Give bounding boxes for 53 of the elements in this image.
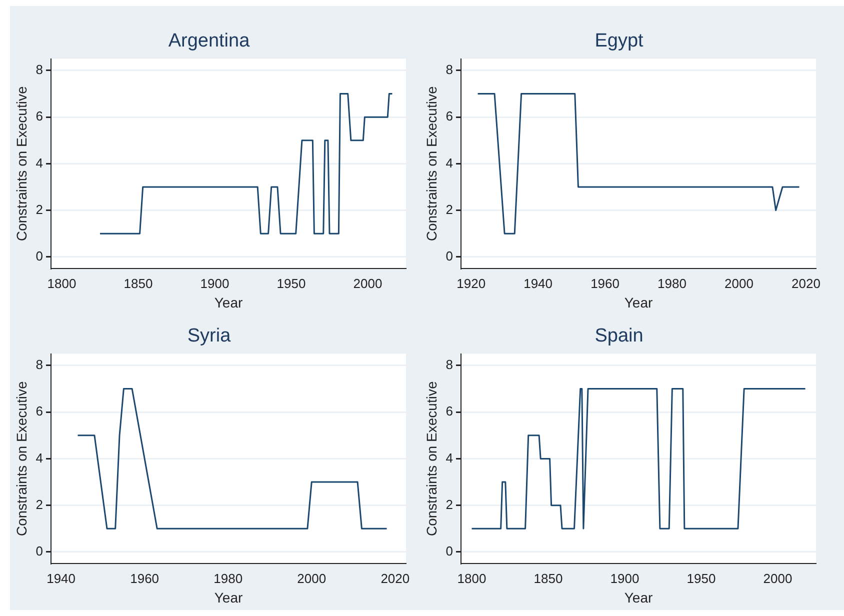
x-tick-label: 2020 xyxy=(791,276,820,291)
y-tick-label: 2 xyxy=(36,202,44,217)
y-axis-title: Constraints on Executive xyxy=(423,86,440,242)
x-tick-label: 1850 xyxy=(534,570,563,586)
chart-title: Spain xyxy=(594,326,644,347)
x-tick-label: 2000 xyxy=(297,570,326,586)
y-axis-title: Constraints on Executive xyxy=(13,381,30,536)
x-tick-label: 1960 xyxy=(130,570,160,586)
y-tick-label: 4 xyxy=(446,155,454,170)
x-tick-label: 1950 xyxy=(276,276,306,291)
x-axis-title: Year xyxy=(214,589,243,606)
x-tick-label: 1900 xyxy=(200,276,230,291)
y-tick-label: 8 xyxy=(36,62,44,78)
x-axis-title: Year xyxy=(624,589,653,606)
x-tick-label: 1950 xyxy=(686,570,716,586)
x-tick-label: 1940 xyxy=(524,276,553,291)
y-tick-label: 2 xyxy=(446,496,454,512)
y-tick-label: 0 xyxy=(446,248,454,264)
y-tick-label: 6 xyxy=(36,404,44,419)
y-tick-label: 6 xyxy=(446,108,454,124)
x-tick-label: 2000 xyxy=(353,276,382,291)
x-tick-label: 1940 xyxy=(46,570,76,586)
y-tick-label: 4 xyxy=(36,450,44,466)
y-tick-label: 6 xyxy=(446,404,454,419)
x-tick-label: 1980 xyxy=(214,570,243,586)
chart-title: Egypt xyxy=(594,30,644,52)
x-tick-label: 1850 xyxy=(124,276,153,291)
x-tick-label: 1800 xyxy=(47,276,76,291)
y-tick-label: 2 xyxy=(36,496,44,512)
y-tick-label: 2 xyxy=(446,202,454,217)
x-tick-label: 1980 xyxy=(658,276,686,291)
y-tick-label: 8 xyxy=(36,357,44,372)
x-axis-title: Year xyxy=(214,294,243,310)
chart-title: Argentina xyxy=(168,30,250,52)
y-axis-title: Constraints on Executive xyxy=(13,86,30,242)
x-tick-label: 1920 xyxy=(456,276,486,291)
x-tick-label: 1960 xyxy=(590,276,620,291)
y-tick-label: 8 xyxy=(446,357,454,372)
x-tick-label: 2000 xyxy=(763,570,792,586)
y-tick-label: 0 xyxy=(36,544,44,559)
y-tick-label: 6 xyxy=(36,108,44,124)
chart-title: Syria xyxy=(187,326,232,347)
y-tick-label: 4 xyxy=(446,450,454,466)
x-tick-label: 1800 xyxy=(457,570,486,586)
x-axis-title: Year xyxy=(624,294,653,310)
y-tick-label: 0 xyxy=(36,248,44,264)
y-tick-label: 0 xyxy=(446,544,454,559)
y-axis-title: Constraints on Executive xyxy=(423,381,440,536)
y-tick-label: 8 xyxy=(446,62,454,78)
x-tick-label: 2000 xyxy=(724,276,754,291)
x-tick-label: 2020 xyxy=(380,570,410,586)
x-tick-label: 1900 xyxy=(610,570,640,586)
y-tick-label: 4 xyxy=(36,155,44,170)
